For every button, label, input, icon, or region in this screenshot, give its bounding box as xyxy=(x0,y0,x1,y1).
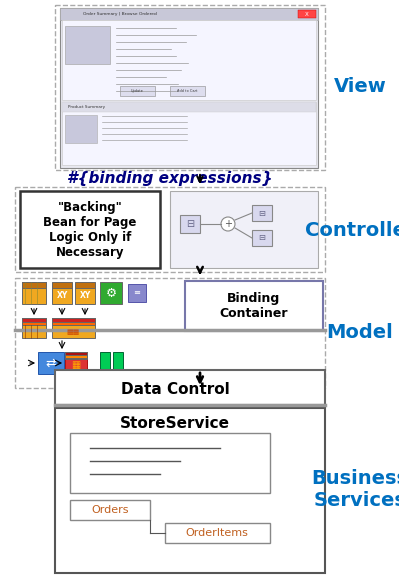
Bar xyxy=(100,282,122,304)
Bar xyxy=(170,86,205,96)
Text: ▦: ▦ xyxy=(71,360,81,370)
Bar xyxy=(22,318,46,324)
Text: Controller: Controller xyxy=(305,220,399,240)
Bar xyxy=(65,355,87,358)
Bar xyxy=(55,408,325,573)
Text: ⊟: ⊟ xyxy=(259,233,265,243)
Bar xyxy=(15,278,325,388)
Text: +: + xyxy=(224,219,232,229)
Bar xyxy=(15,187,325,272)
Text: Update: Update xyxy=(130,89,143,93)
Text: XY: XY xyxy=(79,291,91,299)
Bar xyxy=(52,318,95,338)
Text: #{binding expressions}: #{binding expressions} xyxy=(67,171,273,186)
Text: Order Summary | Browse Ordered: Order Summary | Browse Ordered xyxy=(83,12,157,16)
Bar xyxy=(20,191,160,268)
Text: X: X xyxy=(305,12,309,16)
Text: Product Summary: Product Summary xyxy=(68,105,105,109)
Text: Orders: Orders xyxy=(91,505,129,515)
Text: ⇄: ⇄ xyxy=(46,356,56,370)
Bar xyxy=(70,500,150,520)
Text: OrderItems: OrderItems xyxy=(186,528,249,538)
Bar xyxy=(100,352,110,372)
Bar xyxy=(52,318,95,324)
Text: ⚙: ⚙ xyxy=(105,287,117,299)
Bar xyxy=(298,10,316,18)
Bar xyxy=(22,318,46,338)
Bar xyxy=(22,282,46,304)
Bar xyxy=(70,433,270,493)
Bar xyxy=(62,20,316,100)
Text: ≡: ≡ xyxy=(134,288,140,298)
Bar xyxy=(52,286,72,304)
Bar xyxy=(180,215,200,233)
Bar xyxy=(252,205,272,221)
Bar xyxy=(38,352,64,374)
Bar xyxy=(62,102,316,165)
Bar xyxy=(75,286,95,304)
Bar xyxy=(75,282,95,288)
Bar xyxy=(120,86,155,96)
Bar xyxy=(62,102,316,112)
Bar xyxy=(60,8,318,168)
Text: XY: XY xyxy=(56,291,67,299)
Text: Model: Model xyxy=(327,323,393,342)
Text: "Backing"
Bean for Page
Logic Only if
Necessary: "Backing" Bean for Page Logic Only if Ne… xyxy=(43,201,137,259)
Bar xyxy=(22,282,46,288)
Text: ⊟: ⊟ xyxy=(259,209,265,217)
Bar xyxy=(22,322,46,325)
Bar xyxy=(65,26,110,64)
Bar xyxy=(113,352,123,372)
Text: Binding
Container: Binding Container xyxy=(220,292,288,320)
Text: ▦▦: ▦▦ xyxy=(66,329,80,335)
Bar xyxy=(252,230,272,246)
Bar xyxy=(55,5,325,170)
Text: StoreService: StoreService xyxy=(120,417,230,431)
Bar xyxy=(128,284,146,302)
Text: Business
Services: Business Services xyxy=(312,469,399,510)
Text: ⊟: ⊟ xyxy=(186,219,194,229)
Bar xyxy=(52,322,95,325)
Bar xyxy=(170,191,318,268)
Bar xyxy=(185,281,323,331)
Bar xyxy=(165,523,270,543)
Bar xyxy=(60,8,318,20)
Bar xyxy=(65,352,87,359)
Text: Add to Cart: Add to Cart xyxy=(177,89,197,93)
Bar xyxy=(52,282,72,288)
Text: View: View xyxy=(334,77,386,97)
Text: Data Control: Data Control xyxy=(120,383,229,397)
Circle shape xyxy=(221,217,235,231)
Bar xyxy=(65,352,87,374)
Bar xyxy=(65,115,97,143)
Bar xyxy=(55,370,325,405)
